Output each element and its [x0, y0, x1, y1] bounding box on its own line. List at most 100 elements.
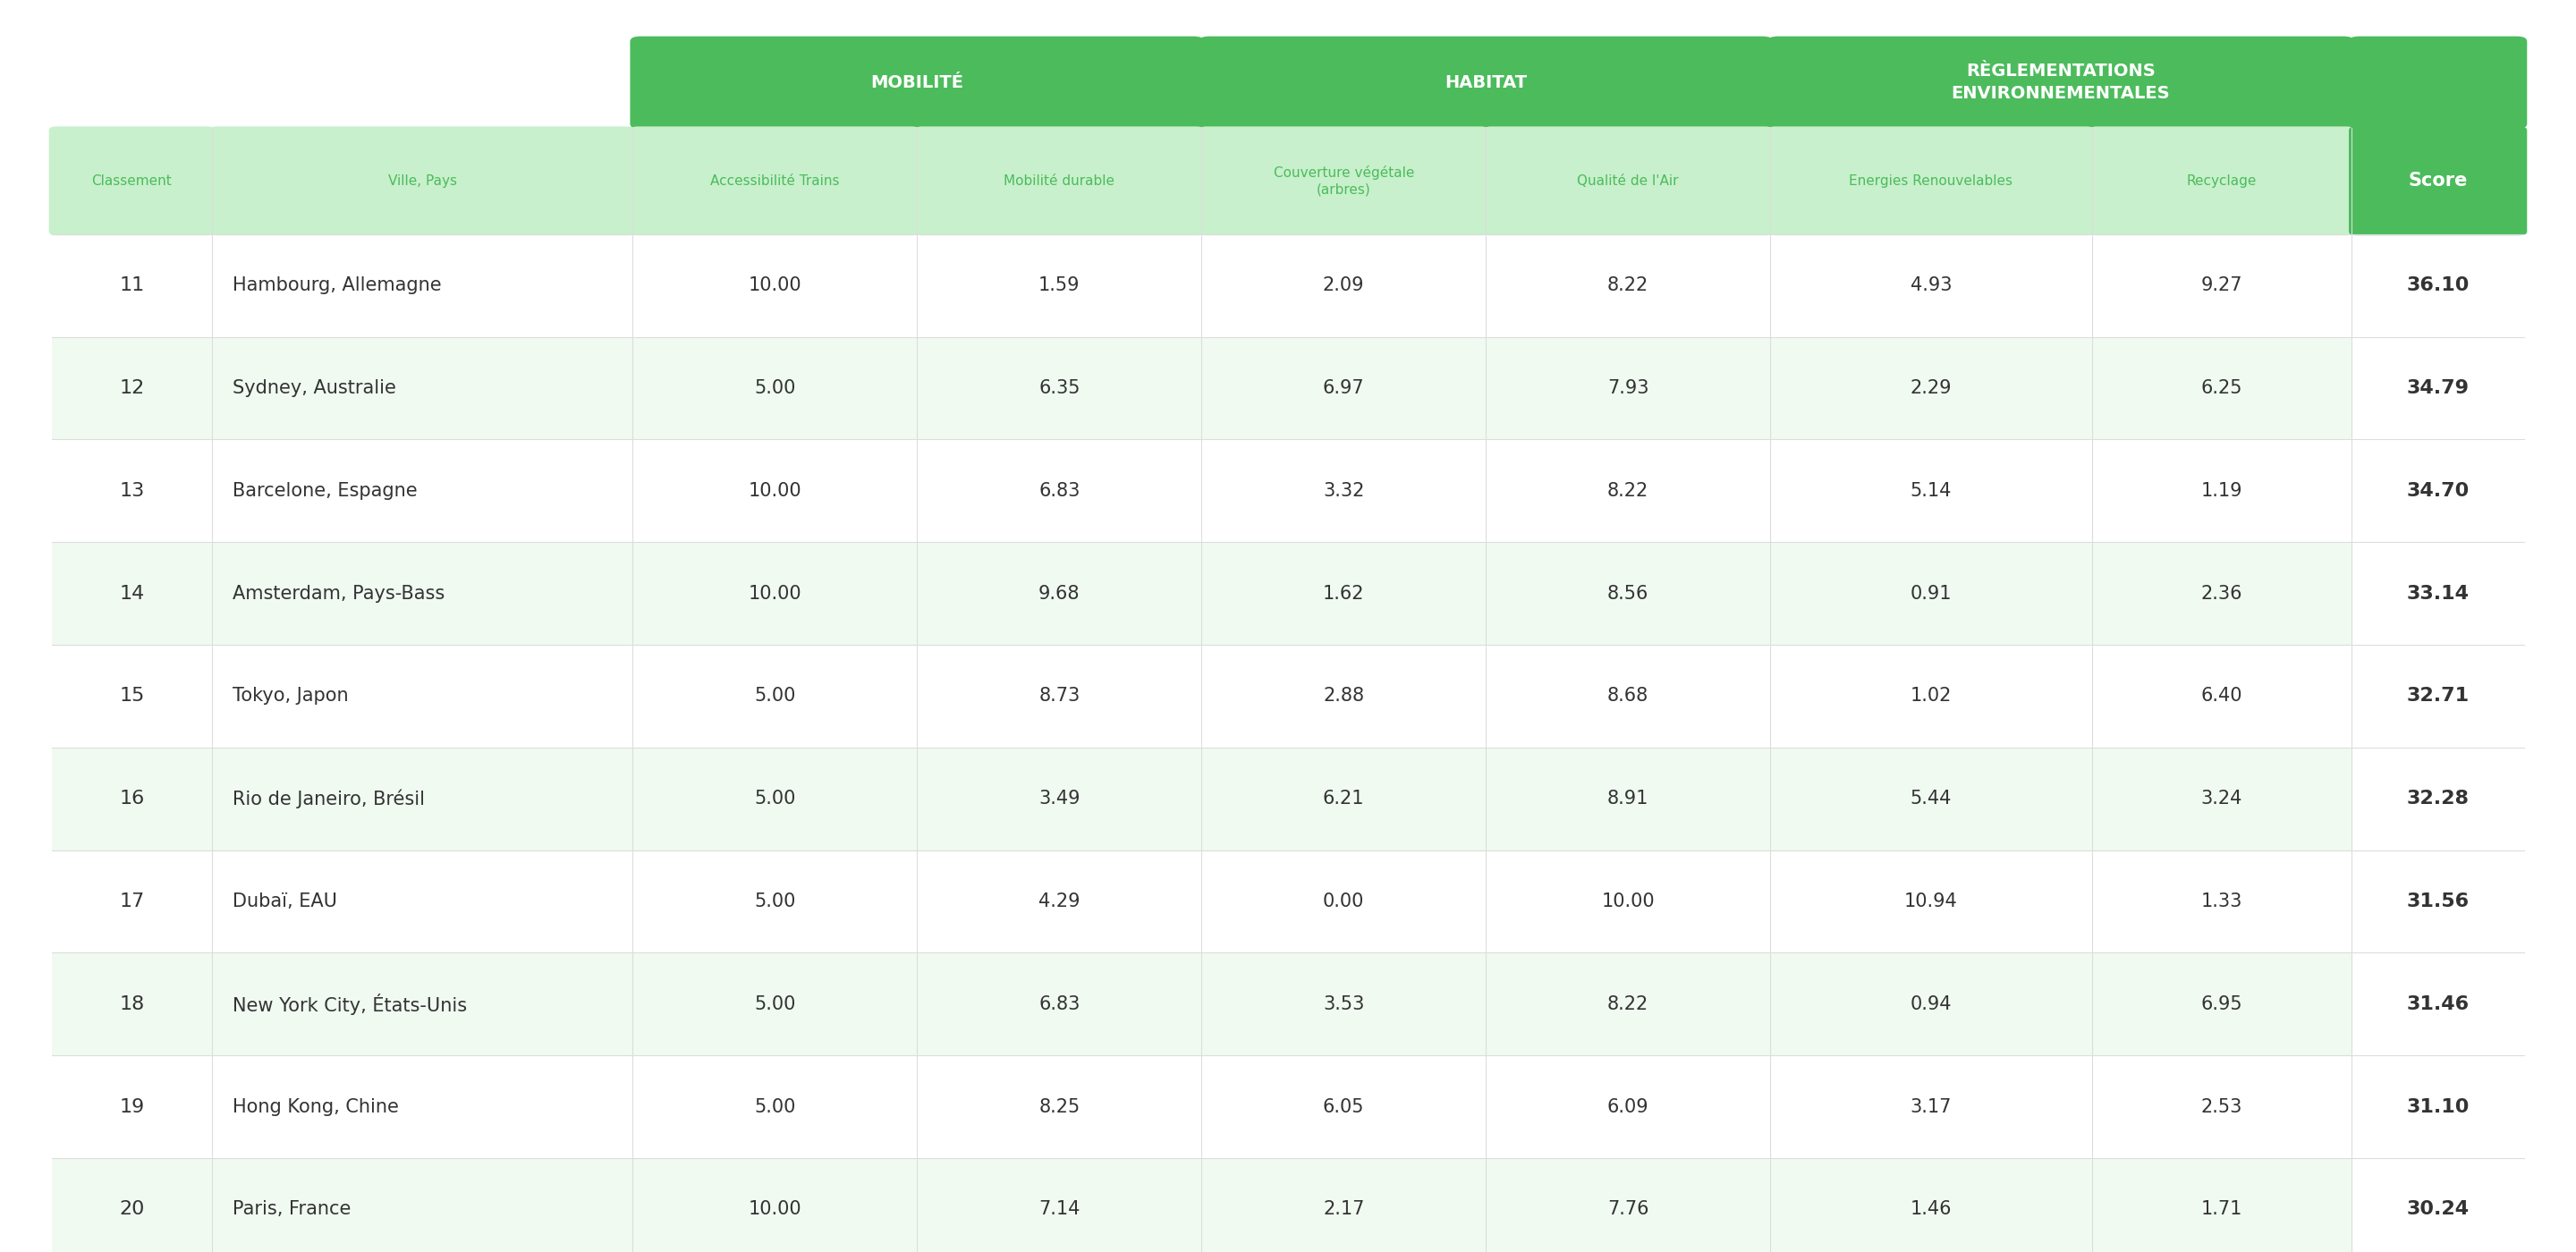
Text: 8.22: 8.22	[1607, 482, 1649, 500]
Text: 10.00: 10.00	[747, 482, 801, 500]
Bar	[1770, 850, 2092, 953]
Text: 10.00: 10.00	[747, 1201, 801, 1218]
Text: 2.88: 2.88	[1324, 687, 1365, 705]
Bar	[1770, 542, 2092, 645]
Bar	[1200, 747, 1486, 850]
Text: 2.36: 2.36	[2200, 585, 2241, 602]
Text: 3.49: 3.49	[1038, 790, 1079, 808]
Text: 5.44: 5.44	[1911, 790, 1953, 808]
Text: 6.21: 6.21	[1324, 790, 1365, 808]
Bar	[2092, 234, 2352, 337]
FancyBboxPatch shape	[631, 126, 920, 235]
Text: 2.53: 2.53	[2200, 1098, 2241, 1116]
Text: Score: Score	[2409, 172, 2468, 190]
Text: 0.94: 0.94	[1911, 995, 1953, 1013]
FancyBboxPatch shape	[1198, 36, 1772, 129]
Text: 3.32: 3.32	[1324, 482, 1365, 500]
Text: 1.71: 1.71	[2200, 1201, 2241, 1218]
Bar	[52, 1055, 211, 1158]
Text: 6.25: 6.25	[2200, 379, 2241, 397]
Bar	[634, 1055, 917, 1158]
Text: Barcelone, Espagne: Barcelone, Espagne	[232, 482, 417, 500]
Bar	[1486, 337, 1770, 439]
Text: 16: 16	[118, 790, 144, 808]
Bar	[52, 234, 211, 337]
Text: 1.62: 1.62	[1324, 585, 1365, 602]
FancyBboxPatch shape	[2089, 126, 2354, 235]
Bar	[1770, 1158, 2092, 1252]
Bar	[52, 439, 211, 542]
Bar	[1770, 953, 2092, 1055]
Bar	[52, 953, 211, 1055]
Bar	[1770, 1055, 2092, 1158]
FancyBboxPatch shape	[1767, 36, 2354, 129]
Text: 10.00: 10.00	[747, 585, 801, 602]
Bar	[2352, 953, 2524, 1055]
Text: 6.40: 6.40	[2200, 687, 2241, 705]
Bar	[2352, 337, 2524, 439]
Text: 8.73: 8.73	[1038, 687, 1079, 705]
Text: 12: 12	[118, 379, 144, 397]
Text: 5.00: 5.00	[755, 790, 796, 808]
Text: 8.22: 8.22	[1607, 995, 1649, 1013]
Text: Sydney, Australie: Sydney, Australie	[232, 379, 397, 397]
Bar	[211, 1055, 634, 1158]
Text: Paris, France: Paris, France	[232, 1201, 350, 1218]
Text: Couverture végétale
(arbres): Couverture végétale (arbres)	[1273, 165, 1414, 197]
FancyBboxPatch shape	[1767, 126, 2094, 235]
Text: 2.17: 2.17	[1324, 1201, 1365, 1218]
Bar	[2092, 439, 2352, 542]
Text: 6.35: 6.35	[1038, 379, 1079, 397]
Text: Accessibilité Trains: Accessibilité Trains	[711, 174, 840, 188]
Text: 17: 17	[118, 893, 144, 910]
Bar	[1486, 953, 1770, 1055]
Bar	[634, 234, 917, 337]
Text: 8.91: 8.91	[1607, 790, 1649, 808]
Bar	[52, 850, 211, 953]
Text: 8.56: 8.56	[1607, 585, 1649, 602]
Text: Recyclage: Recyclage	[2187, 174, 2257, 188]
Bar	[1486, 234, 1770, 337]
Text: Tokyo, Japon: Tokyo, Japon	[232, 687, 348, 705]
Bar	[2092, 747, 2352, 850]
Text: 6.83: 6.83	[1038, 995, 1079, 1013]
FancyBboxPatch shape	[631, 36, 1203, 129]
Bar	[1200, 234, 1486, 337]
Text: 14: 14	[118, 585, 144, 602]
Text: 19: 19	[118, 1098, 144, 1116]
Text: Hambourg, Allemagne: Hambourg, Allemagne	[232, 277, 443, 294]
Bar	[2352, 1055, 2524, 1158]
Text: 4.93: 4.93	[1911, 277, 1953, 294]
Text: 31.46: 31.46	[2406, 995, 2470, 1013]
Text: Rio de Janeiro, Brésil: Rio de Janeiro, Brésil	[232, 789, 425, 809]
Bar	[211, 439, 634, 542]
Bar	[211, 953, 634, 1055]
Bar	[917, 234, 1200, 337]
Bar	[2352, 234, 2524, 337]
Text: 5.00: 5.00	[755, 379, 796, 397]
Bar	[917, 645, 1200, 747]
Text: Ville, Pays: Ville, Pays	[389, 174, 456, 188]
Text: 5.00: 5.00	[755, 995, 796, 1013]
Text: 6.83: 6.83	[1038, 482, 1079, 500]
Bar	[52, 1158, 211, 1252]
Bar	[52, 747, 211, 850]
Bar	[634, 645, 917, 747]
Text: New York City, États-Unis: New York City, États-Unis	[232, 993, 466, 1015]
Bar	[211, 747, 634, 850]
Text: MOBILITÉ: MOBILITÉ	[871, 74, 963, 91]
Bar	[1200, 953, 1486, 1055]
Text: 8.25: 8.25	[1038, 1098, 1079, 1116]
Text: 13: 13	[118, 482, 144, 500]
Bar	[1770, 645, 2092, 747]
Bar	[634, 439, 917, 542]
Bar	[634, 953, 917, 1055]
Bar	[2092, 850, 2352, 953]
Text: Classement: Classement	[93, 174, 173, 188]
Text: Amsterdam, Pays-Bass: Amsterdam, Pays-Bass	[232, 585, 446, 602]
Text: 3.24: 3.24	[2200, 790, 2241, 808]
Text: 10.00: 10.00	[1602, 893, 1654, 910]
Bar	[2092, 953, 2352, 1055]
Text: Qualité de l'Air: Qualité de l'Air	[1577, 174, 1680, 188]
Bar	[1486, 439, 1770, 542]
